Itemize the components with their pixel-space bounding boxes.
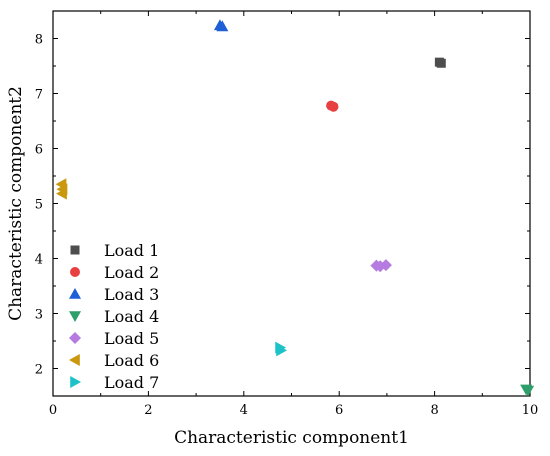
y-tick-label: 8 [35,33,43,48]
data-points [55,19,535,397]
legend-marker-7 [70,376,81,388]
x-tick-label: 8 [430,403,438,418]
x-tick-label: 6 [335,403,343,418]
legend-label: Load 1 [104,241,159,260]
x-tick-label: 4 [240,403,248,418]
legend-marker-6 [69,354,80,366]
legend: Load 1 Load 2 Load 3 Load 4 Load 5 Load 6 Load… [69,241,159,392]
legend-marker-2 [70,267,80,277]
legend-label: Load 2 [104,263,159,282]
legend-label: Load 5 [104,329,159,348]
y-tick-label: 7 [35,88,43,103]
x-tick-label: 10 [522,403,539,418]
y-tick-label: 3 [35,308,43,323]
y-axis-title: Characteristic component2 [6,86,26,321]
data-point-load-7 [276,344,288,357]
x-tick-label: 2 [144,403,152,418]
y-tick-label: 6 [35,143,43,158]
data-point-load-3 [216,20,229,32]
legend-label: Load 3 [104,285,159,304]
y-tick-label: 4 [35,253,43,268]
x-axis-title: Characteristic component1 [174,428,409,448]
x-tick-label: 0 [49,403,57,418]
data-point-load-1 [436,58,446,68]
data-point-load-6 [56,187,67,200]
axis-ticks: 0 2 4 6 8 10 2 3 4 5 6 7 8 [35,11,539,418]
data-point-load-2 [328,101,339,112]
legend-label: Load 4 [104,307,159,326]
data-point-load-4 [522,385,535,397]
data-point-load-5 [379,259,392,272]
legend-label: Load 7 [104,373,159,392]
legend-marker-3 [69,288,81,299]
legend-label: Load 6 [104,351,159,370]
legend-marker-5 [69,332,81,344]
legend-marker-4 [69,311,81,322]
y-tick-label: 2 [35,363,43,378]
legend-marker-1 [70,245,80,255]
y-tick-label: 5 [35,198,43,213]
